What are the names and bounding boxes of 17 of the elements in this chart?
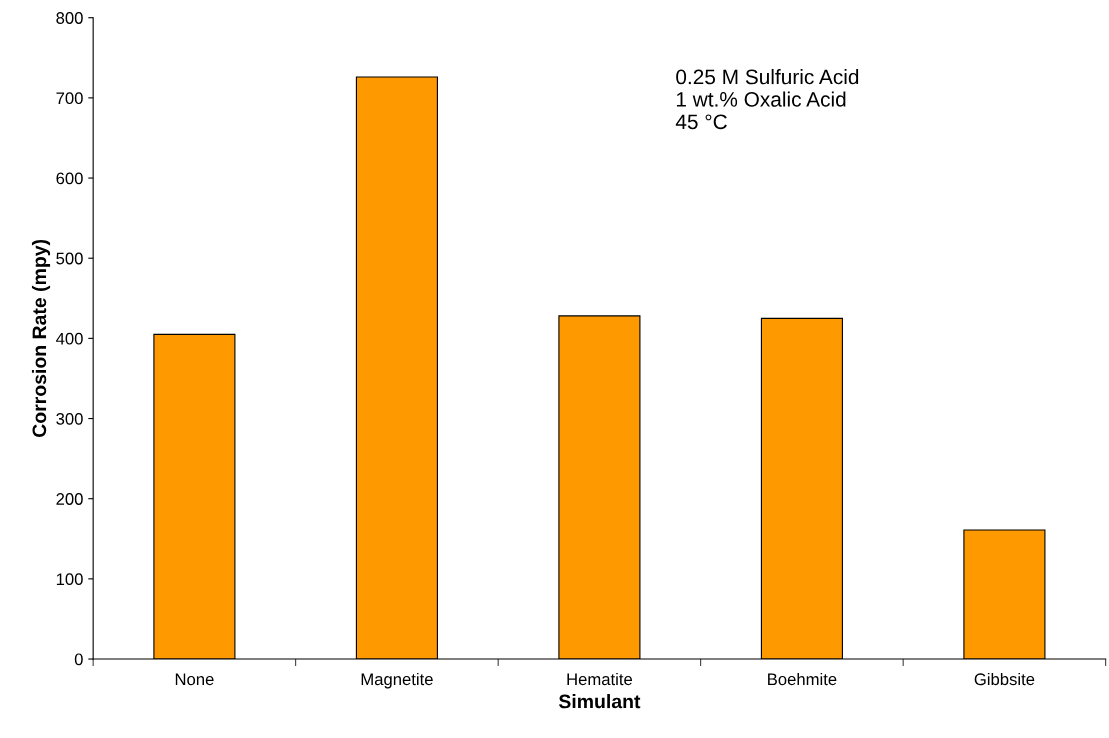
y-tick-label: 400 <box>56 332 83 345</box>
y-tick-label: 0 <box>74 653 83 666</box>
y-tick-label: 700 <box>56 92 83 105</box>
x-tick-label: Magnetite <box>361 672 433 689</box>
y-tick-label: 500 <box>56 252 83 265</box>
y-tick-label: 100 <box>56 573 83 586</box>
x-axis-title: Simulant <box>558 694 641 709</box>
x-tick-label: Gibbsite <box>974 672 1035 686</box>
y-tick-label: 800 <box>56 12 83 24</box>
x-tick-label: None <box>175 673 214 686</box>
x-tick-label: Boehmite <box>768 672 837 686</box>
annotation: 0.25 M Sulfuric Acid 1 wt.% Oxalic Acid 45 °C <box>675 69 859 130</box>
y-tick-label: 600 <box>56 172 83 185</box>
y-axis-title: Corrosion Rate (mpy) <box>31 239 51 437</box>
y-tick-label: 200 <box>56 493 83 505</box>
y-tick-label: 300 <box>56 412 83 425</box>
x-tick-label: Hematite <box>567 672 633 686</box>
